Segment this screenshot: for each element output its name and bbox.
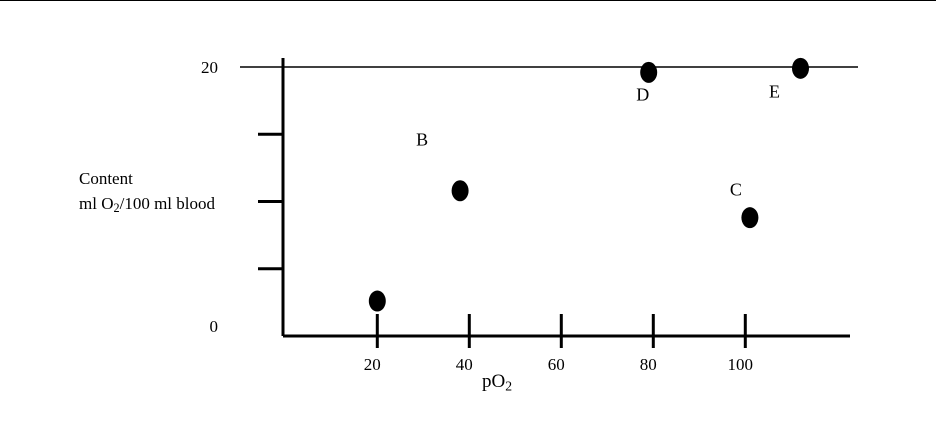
y-axis-label-line1: Content: [79, 169, 133, 188]
point-label-e: E: [769, 81, 780, 101]
data-point-e: [792, 57, 809, 79]
y-ticks: 0 20: [201, 58, 283, 336]
x-ticks: 20 40 60 80 100: [364, 314, 753, 374]
data-point-b: [451, 180, 469, 202]
frame-top-border: [0, 0, 936, 1]
data-point-d: [640, 61, 658, 83]
point-label-d: D: [636, 84, 649, 104]
data-point-0: [368, 290, 386, 312]
x-tick-label-100: 100: [728, 355, 754, 374]
y-axis-label: Content ml O2/100 ml blood: [79, 166, 215, 216]
y-tick-label-0: 0: [210, 317, 219, 336]
x-tick-label-80: 80: [640, 355, 657, 374]
x-tick-label-60: 60: [548, 355, 565, 374]
data-point-c: [741, 207, 759, 229]
x-tick-label-20: 20: [364, 355, 381, 374]
y-axis-label-line2: ml O2/100 ml blood: [79, 194, 216, 216]
point-label-c: C: [730, 180, 742, 200]
data-points: B C D E: [368, 57, 809, 312]
y-tick-label-20: 20: [201, 58, 218, 77]
x-axis-label: pO2: [482, 371, 513, 394]
x-tick-label-40: 40: [456, 355, 473, 374]
point-label-b: B: [416, 130, 428, 150]
